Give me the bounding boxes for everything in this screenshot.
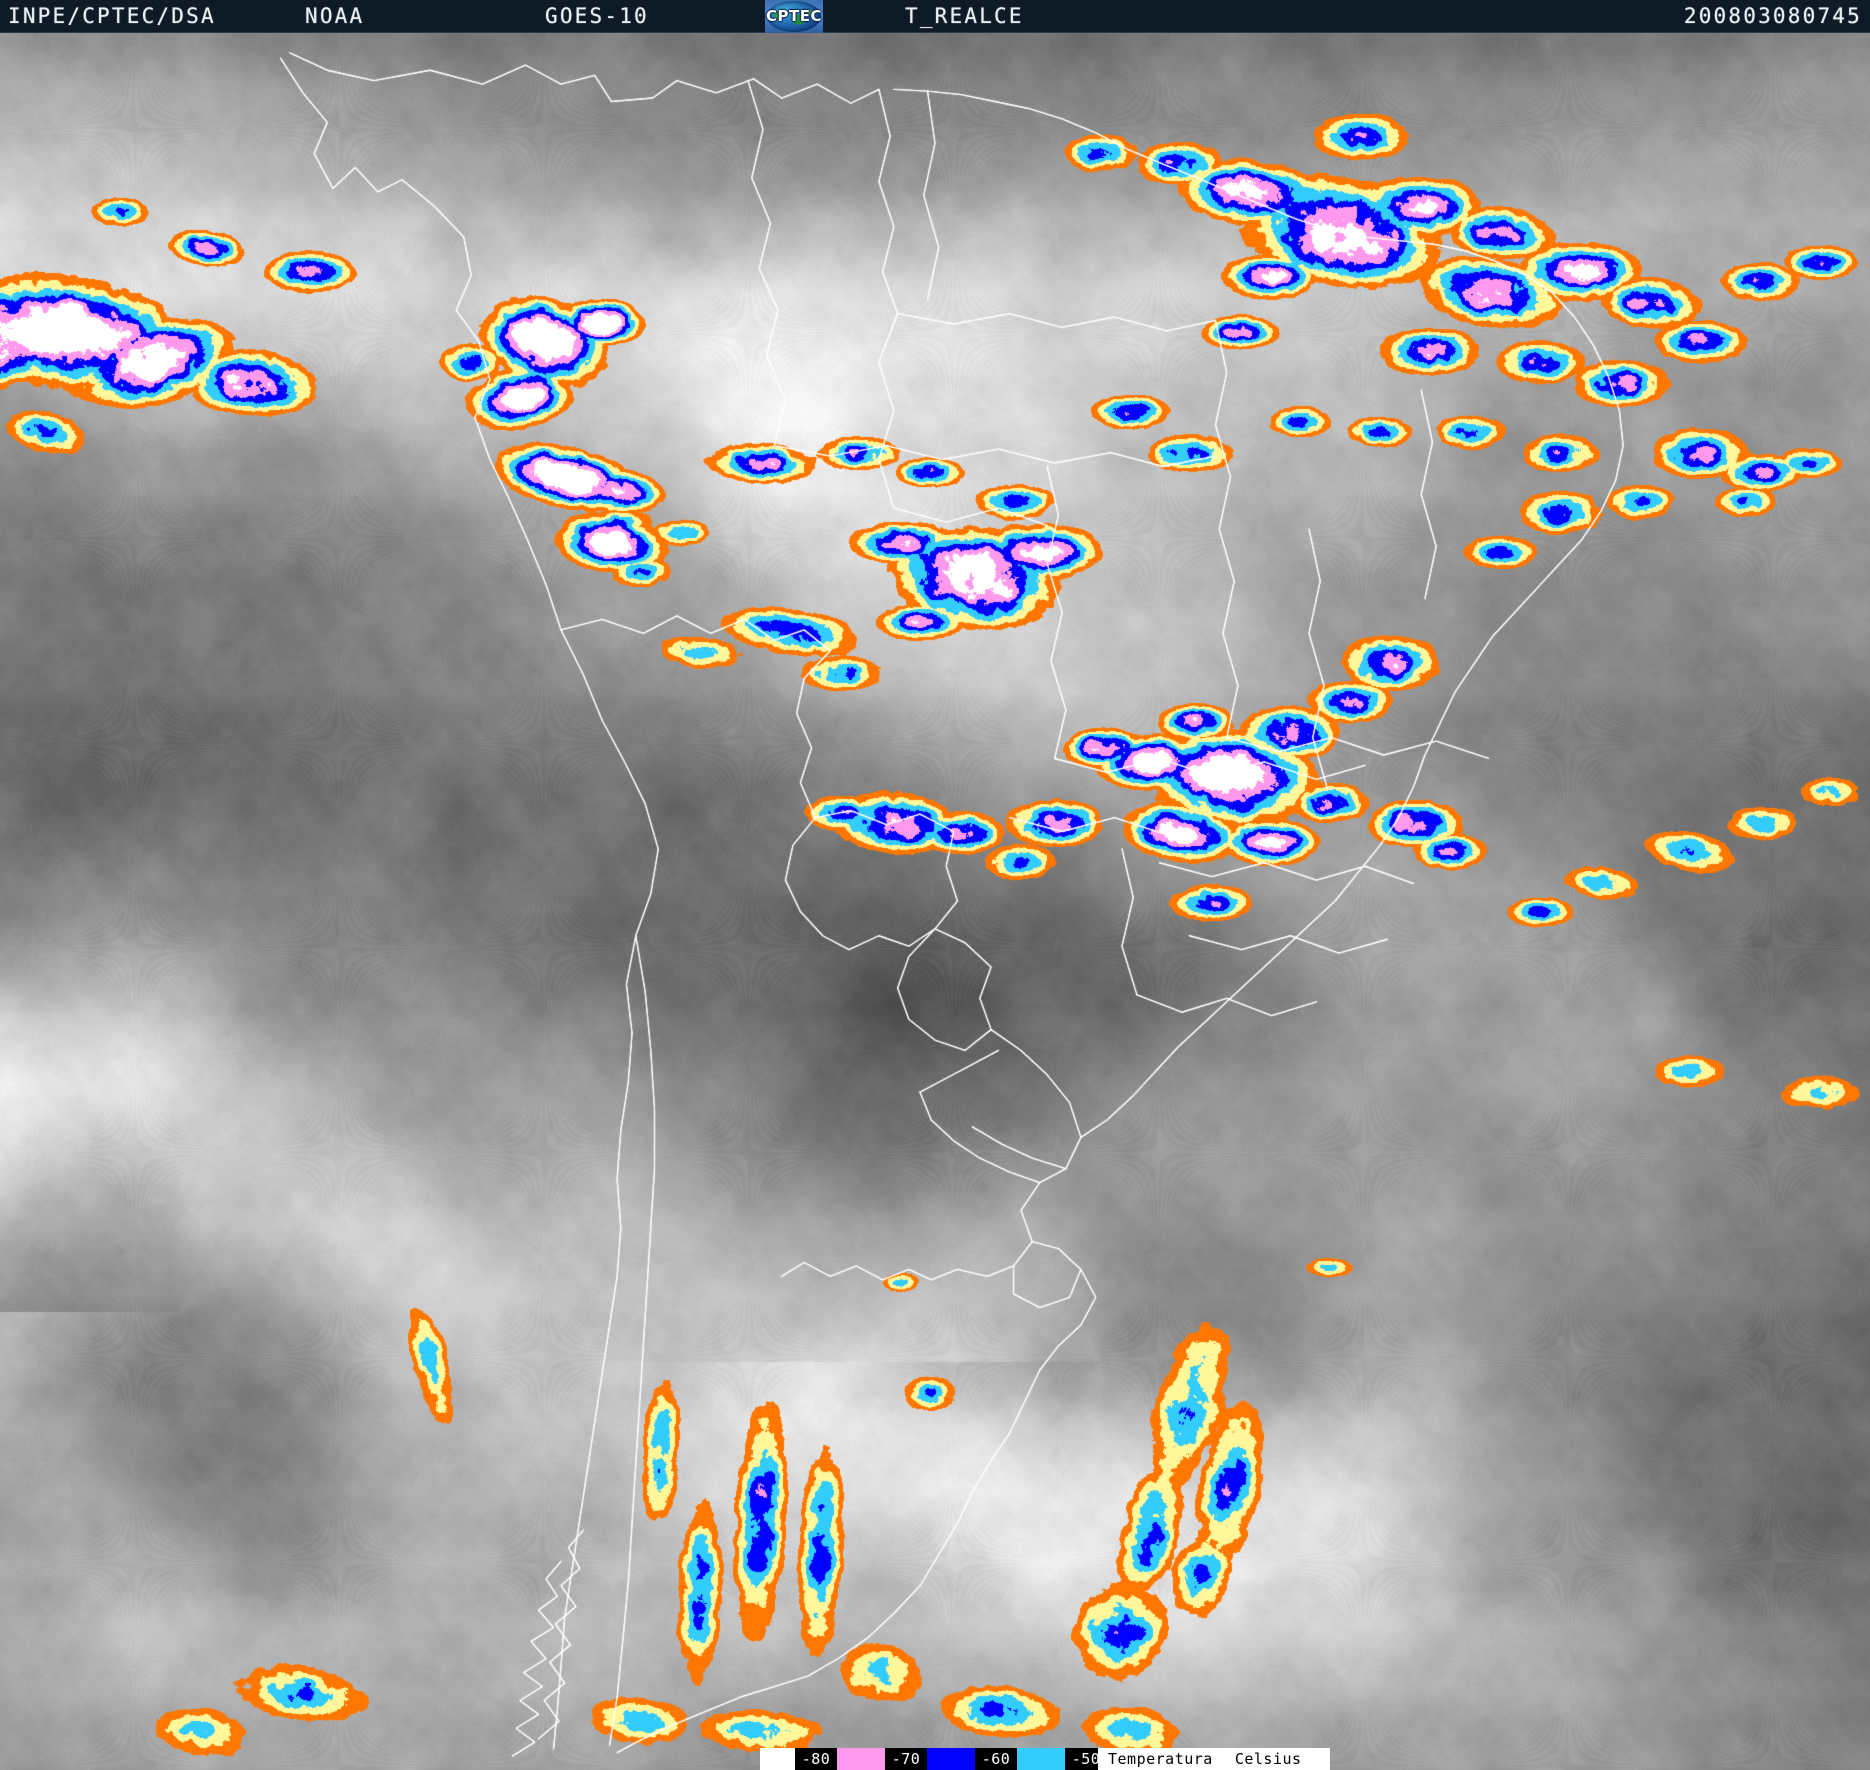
legend-unit: Celsius (1234, 1750, 1302, 1768)
header-bar: INPE/CPTEC/DSA NOAA GOES-10 CPTEC T_REAL… (0, 0, 1870, 33)
satellite-image-canvas (0, 32, 1870, 1770)
cptec-logo-icon: CPTEC (765, 0, 823, 33)
cptec-logo-text: CPTEC (766, 7, 822, 25)
legend-swatch-cyan (1017, 1748, 1065, 1770)
agency-label: NOAA (305, 4, 365, 28)
legend-tick-minus80: -80 (795, 1748, 837, 1770)
globe-landmass (769, 6, 817, 28)
legend-caption: Temperatura Celsius (1098, 1748, 1310, 1770)
institute-label: INPE/CPTEC/DSA (8, 4, 216, 28)
legend-title: Temperatura (1108, 1750, 1213, 1768)
legend-swatch-blue (927, 1748, 975, 1770)
satellite-label: GOES-10 (545, 4, 649, 28)
legend-tick-minus60: -60 (975, 1748, 1017, 1770)
legend-tick-minus50: -50 (1065, 1748, 1107, 1770)
legend-swatch-pink (837, 1748, 885, 1770)
legend-tick-minus70: -70 (885, 1748, 927, 1770)
satellite-imagery-panel (0, 32, 1870, 1770)
product-label: T_REALCE (905, 4, 1024, 28)
timestamp-label: 200803080745 (1683, 4, 1862, 28)
